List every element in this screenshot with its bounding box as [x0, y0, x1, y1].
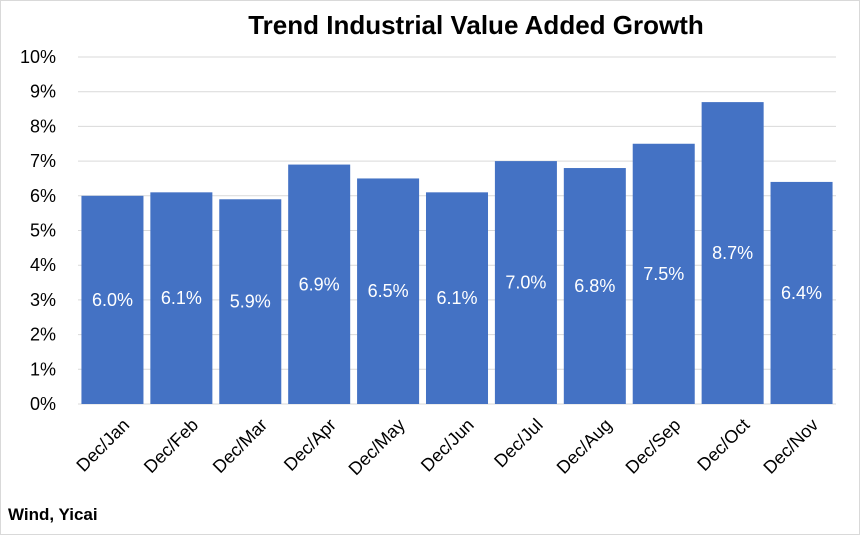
x-tick-label: Dec/Nov: [759, 415, 822, 478]
data-label: 5.9%: [230, 292, 271, 312]
x-tick-label: Dec/May: [345, 415, 409, 479]
bar: [632, 143, 695, 404]
x-tick-label: Dec/Aug: [553, 415, 616, 478]
y-tick-label: 3%: [30, 290, 56, 310]
y-tick-label: 10%: [20, 47, 56, 67]
data-label: 6.5%: [368, 281, 409, 301]
y-tick-label: 0%: [30, 394, 56, 414]
x-tick-label: Dec/Oct: [693, 415, 753, 475]
bar: [425, 192, 489, 404]
y-tick-label: 5%: [30, 221, 56, 241]
bar: [701, 102, 764, 405]
y-tick-label: 8%: [30, 116, 56, 136]
x-tick-label: Dec/Sep: [622, 415, 685, 478]
data-label: 6.8%: [574, 276, 615, 296]
y-tick-label: 9%: [30, 82, 56, 102]
data-label: 8.7%: [712, 243, 753, 263]
x-tick-label: Dec/Jun: [417, 415, 478, 476]
bar: [770, 181, 833, 404]
bar: [288, 164, 351, 404]
bar: [357, 178, 420, 404]
x-tick-label: Dec/Jul: [490, 415, 547, 472]
bar: [81, 195, 144, 404]
chart-title: Trend Industrial Value Added Growth: [248, 10, 704, 40]
data-label: 6.1%: [436, 288, 477, 308]
bar: [150, 192, 213, 404]
x-tick-label: Dec/Apr: [280, 415, 340, 475]
data-label: 7.0%: [505, 273, 546, 293]
y-tick-label: 7%: [30, 151, 56, 171]
data-label: 6.1%: [161, 288, 202, 308]
data-label: 6.4%: [781, 283, 822, 303]
data-label: 6.9%: [299, 274, 340, 294]
y-tick-label: 1%: [30, 359, 56, 379]
bar: [563, 168, 626, 404]
source-note: Wind, Yicai: [8, 505, 98, 524]
data-label: 6.0%: [92, 290, 133, 310]
y-tick-label: 2%: [30, 325, 56, 345]
x-tick-label: Dec/Jan: [72, 415, 133, 476]
data-label: 7.5%: [643, 264, 684, 284]
bar: [494, 161, 557, 404]
x-tick-label: Dec/Feb: [140, 415, 202, 477]
bar: [219, 199, 282, 404]
y-tick-label: 6%: [30, 186, 56, 206]
x-tick-label: Dec/Mar: [209, 415, 271, 477]
y-tick-label: 4%: [30, 255, 56, 275]
